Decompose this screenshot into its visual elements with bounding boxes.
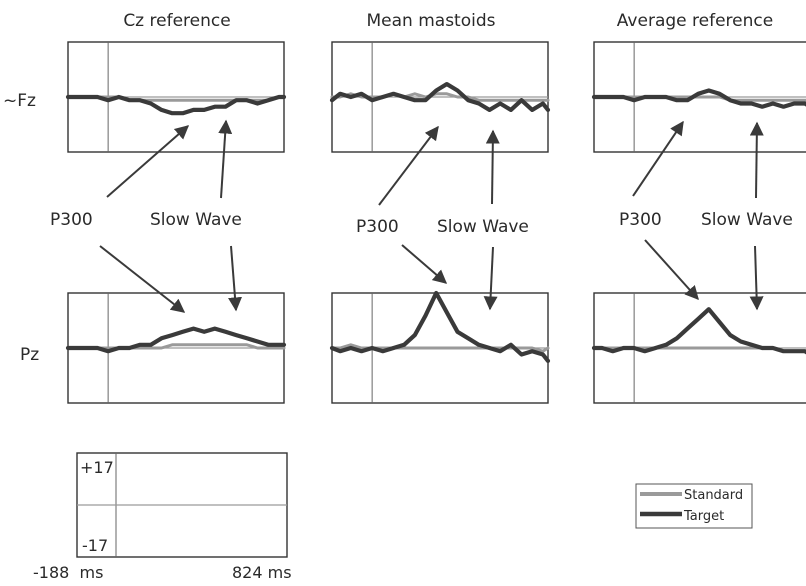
arrow-slowwave-fz-col3: [749, 121, 764, 199]
column-title-mean-mastoids: Mean mastoids: [367, 11, 496, 31]
p300-label-col3: P300: [619, 210, 662, 230]
panel-fz-cz-reference-target-trace: [65, 94, 287, 116]
arrow-slowwave-pz-col3: [749, 245, 764, 311]
annotation-arrows: [99, 119, 764, 313]
arrow-p300-pz-col3: [644, 239, 699, 301]
panel-grid: [65, 41, 806, 404]
arrow-slowwave-fz-col2: [485, 129, 500, 205]
panel-fz-mean-mastoids-target-trace: [329, 81, 551, 113]
panel-pz-average-reference: [591, 292, 806, 404]
arrow-p300-fz-col2: [378, 125, 439, 206]
slow-wave-label-col3: Slow Wave: [701, 210, 793, 230]
arrow-slowwave-pz-col1: [228, 245, 242, 312]
scale-xmin-label: -188 ms: [33, 563, 103, 581]
panel-pz-average-reference-target-trace: [591, 307, 806, 355]
slow-wave-label-col1: Slow Wave: [150, 210, 242, 230]
arrow-slowwave-pz-col2: [483, 246, 498, 311]
panel-pz-mean-mastoids-target-trace: [329, 290, 551, 363]
scale-box: +17 -17 -188 ms 824 ms: [33, 452, 292, 582]
scale-ymax-label: +17: [80, 458, 114, 477]
panel-pz-cz-reference: [65, 292, 287, 404]
panel-fz-mean-mastoids: [329, 41, 551, 153]
panel-pz-cz-reference-target-trace: [65, 326, 287, 354]
arrow-p300-pz-col2: [401, 244, 448, 284]
legend-label-standard: Standard: [684, 488, 743, 503]
column-title-cz-reference: Cz reference: [123, 11, 230, 31]
row-label-fz: ~Fz: [3, 91, 36, 111]
slow-wave-label-col2: Slow Wave: [437, 217, 529, 237]
panel-pz-mean-mastoids: [329, 290, 551, 404]
p300-label-col2: P300: [356, 217, 399, 237]
legend-frame: [635, 483, 753, 529]
annotation-labels: P300 Slow Wave P300 Slow Wave P300 Slow …: [50, 210, 793, 237]
panel-fz-cz-reference: [65, 41, 287, 153]
arrow-p300-fz-col3: [632, 120, 684, 197]
scale-xmax-label: 824 ms: [232, 563, 292, 581]
column-title-average-reference: Average reference: [617, 11, 773, 31]
p300-label-col1: P300: [50, 210, 93, 230]
arrow-p300-pz-col1: [99, 245, 186, 313]
panel-fz-average-reference: [591, 41, 806, 153]
arrow-slowwave-fz-col1: [218, 119, 233, 199]
arrow-p300-fz-col1: [106, 125, 190, 198]
panel-fz-average-reference-target-trace: [591, 88, 806, 109]
row-label-pz: Pz: [20, 345, 39, 365]
legend: Standard Target: [635, 483, 753, 529]
scale-ymin-label: -17: [82, 536, 108, 555]
legend-label-target: Target: [683, 509, 724, 524]
